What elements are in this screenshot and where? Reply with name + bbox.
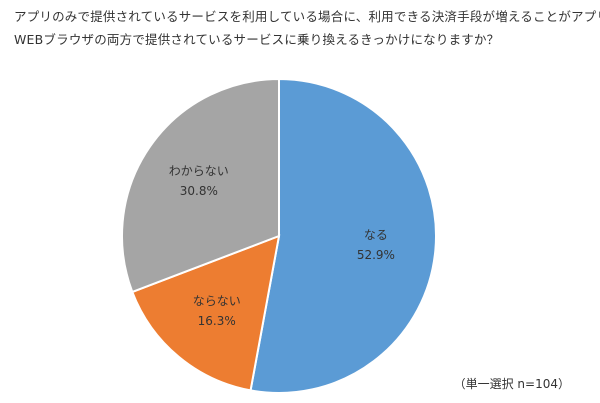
slice-value-3: 30.8%	[180, 184, 218, 198]
pie-slices	[121, 77, 437, 394]
chart-title-line-2: WEBブラウザの両方で提供されているサービスに乗り換えるきっかけになりますか？	[14, 32, 500, 47]
slice-label-3: わからない	[169, 164, 229, 178]
pie-slice-3	[121, 77, 280, 294]
pie-labels: なる 52.9% ならない 16.3% わからない 30.8%	[169, 164, 395, 328]
slice-label-2: ならない	[193, 294, 241, 308]
chart-title-line-1: アプリのみで提供されているサービスを利用している場合に、利用できる決済手段が増え…	[14, 9, 600, 24]
slice-value-2: 16.3%	[198, 314, 236, 328]
pie-slice-2	[131, 234, 281, 392]
slice-value-1: 52.9%	[357, 248, 395, 262]
slice-label-1: なる	[364, 228, 388, 242]
sample-note: （単一選択 n=104）	[453, 377, 570, 391]
pie-slice-1	[249, 77, 437, 394]
